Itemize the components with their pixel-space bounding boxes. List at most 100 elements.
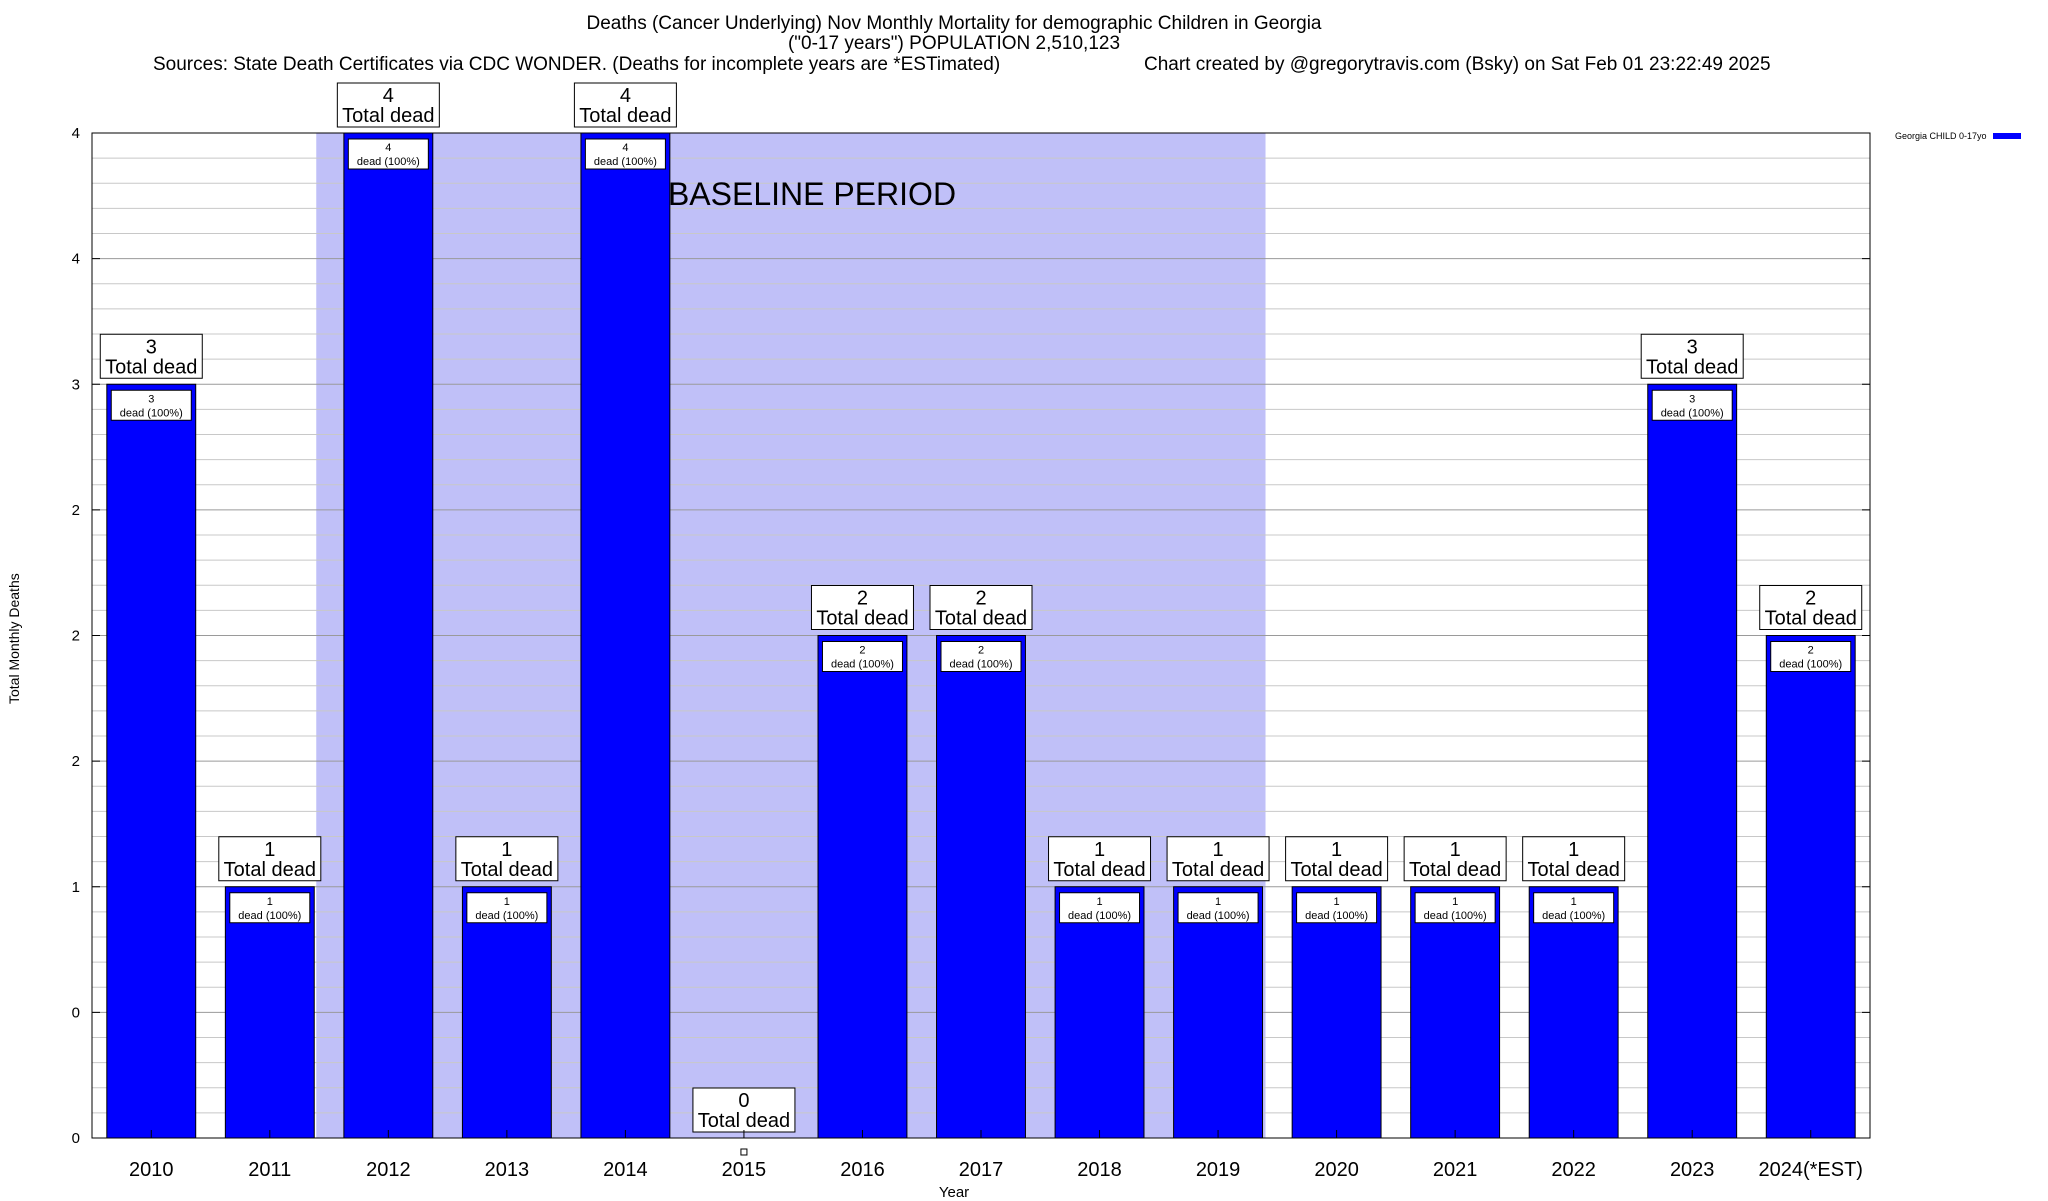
y-tick-label: 2: [72, 502, 80, 519]
bar-inner-label-box: [466, 892, 548, 924]
bar-inner-label-box: [584, 138, 666, 170]
bar-inner-label-box: [821, 641, 903, 672]
total-label-value: 1: [1094, 839, 1105, 861]
bar-inner-label-box: [347, 138, 429, 170]
total-label-text: Total dead: [816, 608, 908, 630]
bar-inner-value: 1: [1096, 896, 1102, 908]
x-tick-label: 2011: [248, 1159, 291, 1181]
total-label-text: Total dead: [1765, 608, 1857, 630]
bar-2024(*EST): [1765, 635, 1856, 1139]
bar-inner-value: 3: [148, 393, 154, 405]
total-label-text: Total dead: [461, 859, 553, 881]
bar-inner-label-box: [1296, 892, 1378, 924]
total-label-value: 1: [264, 839, 275, 861]
chart-title-line-1: Deaths (Cancer Underlying) Nov Monthly M…: [586, 13, 1322, 34]
x-tick-label: 2010: [129, 1159, 174, 1181]
total-label-box: [1166, 836, 1270, 882]
bar-inner-label-box: [1059, 892, 1141, 924]
total-label-text: Total dead: [1053, 859, 1145, 881]
x-axis-label: Year: [938, 1184, 970, 1201]
x-tick-label: 2021: [1433, 1159, 1478, 1181]
bar-2014: [580, 132, 671, 1139]
bar-2020: [1291, 886, 1382, 1139]
total-label-value: 1: [1450, 839, 1461, 861]
y-tick-label: 4: [72, 251, 80, 268]
bar-2023: [1647, 383, 1738, 1139]
y-tick-label: 2: [72, 628, 80, 645]
bar-inner-label: dead (100%): [594, 156, 657, 168]
y-tick-label: 0: [72, 1004, 80, 1021]
total-label-box: [1522, 836, 1626, 882]
total-label-text: Total dead: [1646, 356, 1738, 378]
total-label-value: 2: [857, 588, 868, 610]
x-tick-label: 2012: [366, 1159, 411, 1181]
total-label-box: [573, 82, 677, 128]
legend-label: Georgia CHILD 0-17yo: [1895, 131, 1987, 141]
bar-2021: [1410, 886, 1501, 1139]
bar-inner-label: dead (100%): [1068, 910, 1131, 922]
x-tick-label: 2018: [1077, 1159, 1122, 1181]
bar-inner-label: dead (100%): [1661, 407, 1724, 419]
y-tick-label: 4: [72, 125, 80, 142]
x-tick-label: 2023: [1670, 1159, 1715, 1181]
bar-inner-label: dead (100%): [120, 407, 183, 419]
total-label-value: 1: [1213, 839, 1224, 861]
x-tick-label: 2014: [603, 1159, 648, 1181]
bar-inner-label-box: [229, 892, 311, 924]
total-label-text: Total dead: [579, 105, 671, 127]
bar-inner-value: 2: [1808, 645, 1814, 657]
total-label-box: [1048, 836, 1152, 882]
total-label-value: 3: [146, 336, 157, 358]
x-tick-label: 2022: [1551, 1159, 1596, 1181]
bar-inner-value: 2: [859, 645, 865, 657]
bar-inner-label: dead (100%): [831, 659, 894, 671]
total-label-box: [1640, 333, 1744, 379]
chart-sources: Sources: State Death Certificates via CD…: [153, 54, 1001, 75]
bar-inner-value: 3: [1689, 393, 1695, 405]
bar-inner-label: dead (100%): [1305, 910, 1368, 922]
bar-inner-label-box: [1770, 641, 1852, 672]
bar-inner-label-box: [1177, 892, 1259, 924]
chart-credit: Chart created by @gregorytravis.com (Bsk…: [1144, 54, 1771, 75]
total-label-text: Total dead: [105, 356, 197, 378]
bar-2012: [343, 132, 434, 1139]
bar-inner-label: dead (100%): [1779, 659, 1842, 671]
bar-inner-value: 4: [385, 142, 391, 154]
total-label-box: [810, 585, 914, 630]
bar-2017: [936, 635, 1026, 1139]
bar-inner-label-box: [110, 389, 192, 421]
total-label-value: 1: [1331, 839, 1342, 861]
total-label-text: Total dead: [224, 859, 316, 881]
bar-2016: [817, 635, 908, 1139]
bar-2011: [224, 886, 315, 1139]
total-label-value: 1: [1568, 839, 1579, 861]
bar-inner-label-box: [1414, 892, 1496, 924]
total-label-value: 2: [1805, 588, 1816, 610]
bar-2019: [1173, 886, 1264, 1139]
total-label-value: 0: [738, 1090, 749, 1112]
total-label-value: 4: [383, 85, 394, 107]
bar-inner-value: 1: [1334, 896, 1340, 908]
bar-inner-label: dead (100%): [950, 659, 1013, 671]
x-tick-label: 2019: [1196, 1159, 1241, 1181]
total-label-box: [99, 333, 203, 379]
baseline-period-label: BASELINE PERIOD: [668, 176, 956, 212]
bar-inner-label-box: [940, 641, 1022, 672]
bar-inner-label: dead (100%): [238, 910, 301, 922]
bar-inner-label-box: [1533, 892, 1615, 924]
chart-title-line-2: ("0-17 years") POPULATION 2,510,123: [787, 33, 1121, 54]
total-label-value: 1: [501, 839, 512, 861]
bar-zero-marker-2015: [740, 1148, 748, 1156]
total-label-text: Total dead: [1290, 859, 1382, 881]
bar-inner-value: 1: [1215, 896, 1221, 908]
bar-2013: [461, 886, 552, 1139]
y-tick-label: 1: [72, 879, 80, 896]
total-label-box: [1403, 836, 1507, 882]
bar-inner-value: 4: [622, 142, 628, 154]
total-label-text: Total dead: [698, 1110, 790, 1132]
total-label-text: Total dead: [935, 608, 1027, 630]
bar-inner-value: 1: [1452, 896, 1458, 908]
legend-swatch: [1992, 133, 2021, 139]
bar-inner-value: 1: [504, 896, 510, 908]
